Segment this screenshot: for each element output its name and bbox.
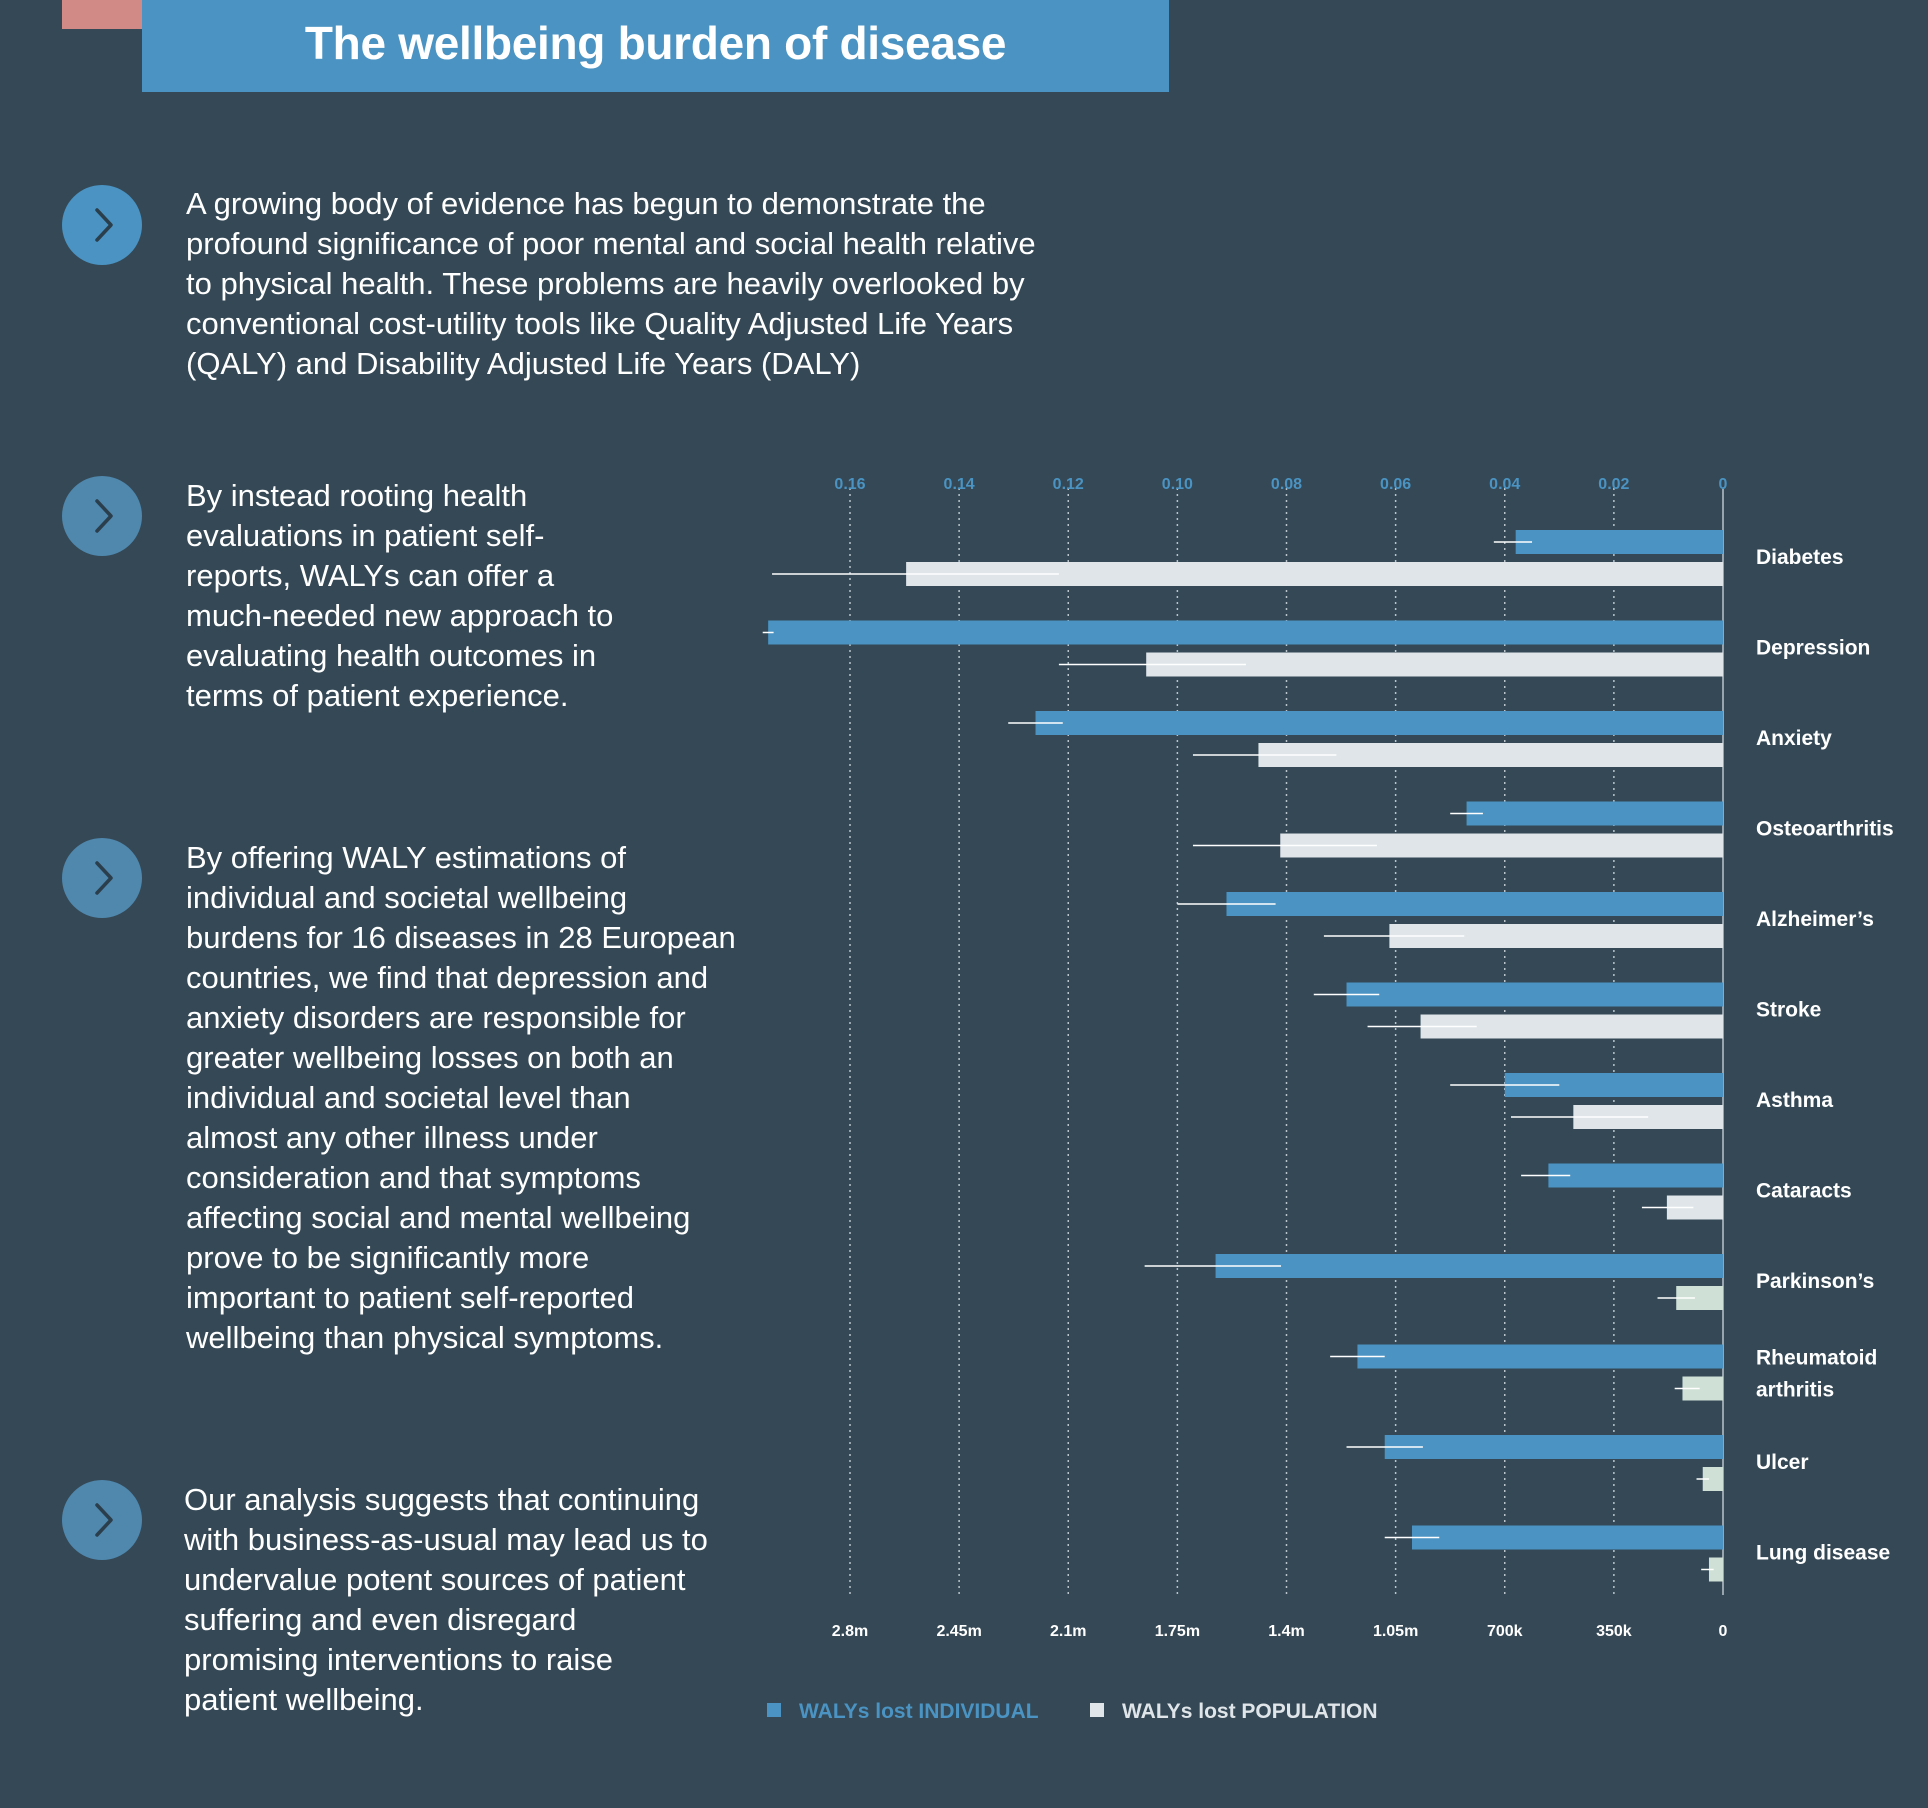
paragraph-line: promising interventions to raise (184, 1642, 614, 1677)
paragraph-line: suffering and even disregard (184, 1602, 577, 1637)
bottom-tick-label: 1.4m (1268, 1623, 1304, 1640)
paragraph-line: A growing body of evidence has begun to … (186, 186, 986, 221)
category-label: Alzheimer’s (1756, 908, 1874, 931)
category-label: Diabetes (1756, 546, 1844, 569)
category-label: Depression (1756, 637, 1870, 660)
bar-individual (1357, 1344, 1723, 1369)
category-label: Lung disease (1756, 1542, 1890, 1565)
bar-individual (1346, 982, 1723, 1007)
title-banner: The wellbeing burden of disease (142, 0, 1169, 92)
bar-population (1420, 1014, 1723, 1039)
bar-population (1573, 1105, 1723, 1129)
bar-population (1676, 1286, 1723, 1310)
paragraph-line: evaluations in patient self- (186, 518, 545, 553)
paragraph-line: almost any other illness under (186, 1120, 598, 1155)
bar-individual (1515, 530, 1723, 554)
paragraph-line: terms of patient experience. (186, 678, 569, 713)
paragraph-line: reports, WALYs can offer a (186, 558, 555, 593)
legend-label-population: WALYs lost POPULATION (1122, 1700, 1378, 1723)
category-label: Stroke (1756, 999, 1821, 1022)
paragraph-line: evaluating health outcomes in (186, 638, 597, 673)
bar-individual (1215, 1254, 1723, 1278)
paragraph-line: to physical health. These problems are h… (186, 266, 1025, 301)
bar-individual (1226, 892, 1723, 916)
bar-population (1389, 924, 1723, 948)
category-label: Cataracts (1756, 1180, 1852, 1203)
bar-individual (1466, 801, 1723, 826)
paragraph-line: important to patient self-reported (186, 1280, 635, 1315)
bar-individual (768, 620, 1723, 645)
paragraph-line: undervalue potent sources of patient (184, 1562, 686, 1597)
category-label: Anxiety (1756, 727, 1832, 750)
top-tick-label: 0.14 (944, 476, 975, 493)
paragraph-line: By offering WALY estimations of (186, 840, 626, 875)
bar-population (1708, 1557, 1723, 1582)
bottom-tick-label: 2.45m (936, 1623, 981, 1640)
paragraph-findings: By offering WALY estimations of individu… (186, 838, 736, 1358)
bar-population (1702, 1467, 1723, 1491)
paragraph-line: (QALY) and Disability Adjusted Life Year… (186, 346, 861, 381)
top-tick-label: 0.06 (1380, 476, 1411, 493)
chevron-right-icon[interactable] (62, 185, 142, 265)
paragraph-line: greater wellbeing losses on both an (186, 1040, 674, 1075)
category-label: Asthma (1756, 1089, 1833, 1112)
paragraph-line: affecting social and mental wellbeing (186, 1200, 691, 1235)
legend-swatch-individual (767, 1703, 781, 1717)
paragraph-line: patient wellbeing. (184, 1682, 424, 1717)
paragraph-intro: A growing body of evidence has begun to … (186, 184, 1036, 384)
bar-individual (1411, 1525, 1723, 1550)
top-tick-label: 0.16 (834, 476, 865, 493)
paragraph-line: wellbeing than physical symptoms. (186, 1320, 664, 1355)
bar-population (1146, 652, 1723, 677)
top-tick-label: 0.08 (1271, 476, 1302, 493)
chevron-right-icon[interactable] (62, 476, 142, 556)
category-label: Osteoarthritis (1756, 818, 1894, 841)
paragraph-line: much-needed new approach to (186, 598, 614, 633)
category-label: arthritis (1756, 1379, 1834, 1402)
paragraph-line: anxiety disorders are responsible for (186, 1000, 686, 1035)
bottom-tick-label: 2.1m (1050, 1623, 1086, 1640)
bottom-tick-label: 700k (1487, 1623, 1523, 1640)
paragraph-line: with business-as-usual may lead us to (184, 1522, 708, 1557)
bar-population (1258, 743, 1723, 767)
category-label: Rheumatoid (1756, 1347, 1877, 1370)
paragraph-line: individual and societal wellbeing (186, 880, 628, 915)
paragraph-line: Our analysis suggests that continuing (184, 1482, 700, 1517)
bar-individual (1504, 1073, 1723, 1097)
bottom-tick-label: 1.05m (1373, 1623, 1418, 1640)
chevron-right-icon[interactable] (62, 838, 142, 918)
paragraph-line: individual and societal level than (186, 1080, 631, 1115)
category-label: Ulcer (1756, 1451, 1809, 1474)
page-title: The wellbeing burden of disease (304, 17, 1007, 69)
paragraph-line: countries, we find that depression and (186, 960, 709, 995)
bottom-tick-label: 350k (1596, 1623, 1632, 1640)
bottom-tick-label: 1.75m (1155, 1623, 1200, 1640)
bar-population (1682, 1376, 1723, 1401)
paragraph-line: consideration and that symptoms (186, 1160, 641, 1195)
paragraph-line: profound significance of poor mental and… (186, 226, 1036, 261)
bar-individual (1548, 1163, 1723, 1188)
paragraph-line: prove to be significantly more (186, 1240, 590, 1275)
bar-individual (1035, 711, 1723, 735)
bottom-tick-label: 2.8m (832, 1623, 868, 1640)
bottom-tick-label: 0 (1719, 1623, 1728, 1640)
category-label: Parkinson’s (1756, 1270, 1874, 1293)
legend-label-individual: WALYs lost INDIVIDUAL (799, 1700, 1039, 1723)
top-tick-label: 0.12 (1053, 476, 1084, 493)
top-tick-label: 0 (1719, 476, 1728, 493)
top-tick-label: 0.10 (1162, 476, 1193, 493)
top-tick-label: 0.02 (1598, 476, 1629, 493)
top-tick-label: 0.04 (1489, 476, 1520, 493)
bar-individual (1384, 1435, 1723, 1459)
bar-population (1666, 1195, 1723, 1220)
paragraph-conclusion: Our analysis suggests that continuing wi… (184, 1480, 708, 1720)
bar-population (906, 562, 1723, 586)
bar-population (1280, 833, 1723, 858)
paragraph-line: conventional cost-utility tools like Qua… (186, 306, 1014, 341)
legend-swatch-population (1090, 1703, 1104, 1717)
paragraph-walys: By instead rooting health evaluations in… (186, 476, 613, 716)
chevron-right-icon[interactable] (62, 1480, 142, 1560)
paragraph-line: burdens for 16 diseases in 28 European (186, 920, 736, 955)
paragraph-line: By instead rooting health (186, 478, 528, 513)
